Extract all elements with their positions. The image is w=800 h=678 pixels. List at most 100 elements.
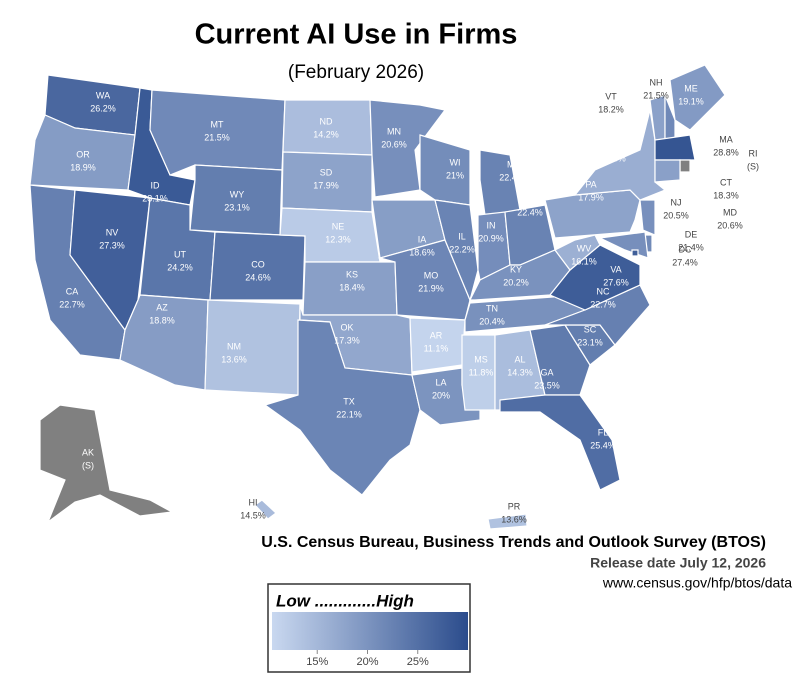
state-abbr: NJ [671,197,682,207]
state-shape [529,324,591,396]
state-abbr: IN [487,220,496,230]
state-abbr: PA [585,179,596,189]
state-value-label: 26.2% [90,103,116,113]
legend-tick-label: 15% [306,656,328,668]
state-shape [499,394,621,491]
state-value-label: 13.6% [501,514,527,524]
state-abbr: DE [685,229,698,239]
state-value-label: 18.4% [339,282,365,292]
state-abbr: MI [507,159,517,169]
state-abbr: VA [610,264,621,274]
state-value-label: 20.9% [478,233,504,243]
state-abbr: ME [684,83,698,93]
state-shape [254,499,277,520]
state-abbr: AR [430,330,443,340]
state-shape [554,234,601,271]
state-value-label: 17.3% [334,335,360,345]
state-value-label: 27.3% [99,240,125,250]
states-layer: WA 26.2% OR 18.9% CA 22.7% NV 27.3% ID 28.1% MT 21.… [29,64,759,530]
state-value-label: 27.6% [603,277,629,287]
state-value-label: 21.5% [204,132,230,142]
state-abbr: TX [343,396,355,406]
state-abbr: RI [749,148,758,158]
state-value-label: 25.4% [590,440,616,450]
state-abbr: KS [346,269,358,279]
legend: Low .............High 15% 20% 25% [267,583,471,673]
state-value-label: 17.9% [313,180,339,190]
state-abbr: CO [251,259,265,269]
state-value-label: 19.1% [678,96,704,106]
state-abbr: WV [577,243,592,253]
state-abbr: MA [719,134,733,144]
state-shape [434,199,479,302]
state-shape [631,249,639,257]
state-value-label: 11.8% [469,367,494,377]
state-value-label: 14.3% [507,367,533,377]
state-value-label: 22.7% [59,299,85,309]
state-value-label: 28.8% [713,147,739,157]
state-abbr: OH [523,194,537,204]
state-value-label: 27.4% [672,257,698,267]
state-shape [263,319,421,496]
state-abbr: LA [435,377,446,387]
state-value-label: 22.4% [499,172,525,182]
state-value-label: 23.1% [577,337,603,347]
state-value-label: 14.2% [313,129,339,139]
state-abbr: OK [340,322,353,332]
source-url: www.census.gov/hfp/btos/data [602,575,792,591]
state-abbr: MD [723,207,737,217]
state-shape [204,299,301,396]
state-abbr: ND [320,116,333,126]
state-value-label: 20.6% [381,139,407,149]
legend-tick-label: 25% [407,656,429,668]
state-abbr: VT [605,91,617,101]
state-abbr: NM [227,341,241,351]
state-value-label: 21% [446,170,464,180]
source-publisher: U.S. Census Bureau, Business Trends and … [261,534,766,551]
state-abbr: NH [650,77,663,87]
state-value-label: 18.9% [70,162,96,172]
state-abbr: CA [66,286,79,296]
state-shape [654,134,696,161]
state-value-label: 22.4% [517,207,543,217]
legend-gradient [272,612,468,650]
state-shape [679,159,691,173]
state-value-label: (S) [82,460,94,470]
state-abbr: DC [679,244,692,254]
state-value-label: 11.1% [424,343,449,353]
state-abbr: ID [151,180,161,190]
state-abbr: FL [598,427,609,437]
legend-title: Low .............High [276,591,414,610]
state-abbr: IL [458,231,466,241]
state-shape [189,164,283,236]
state-value-label: 20.4% [479,316,505,326]
state-value-label: 13.6% [221,354,247,364]
state-shape [669,64,726,131]
state-abbr: SC [584,324,597,334]
state-abbr: OR [76,149,90,159]
subtitle: (February 2026) [288,62,424,83]
state-shape [654,159,681,183]
state-value-label: 22.7% [590,299,616,309]
state-value-label: 18.3% [713,190,739,200]
state-value-label: 20.6% [717,220,743,230]
state-value-label: 23.5% [534,380,560,390]
state-shape [282,99,373,156]
legend-tick-label: 20% [356,656,378,668]
state-shape [639,199,656,236]
state-value-label: 20% [432,390,450,400]
state-abbr: AL [514,354,525,364]
state-abbr: WA [96,90,110,100]
state-value-label: 16.1% [571,256,597,266]
state-value-label: 23.1% [224,202,250,212]
state-abbr: NE [332,221,345,231]
state-value-label: 22.2% [449,244,475,254]
state-shape [487,513,528,530]
state-abbr: WY [230,189,245,199]
state-shape [461,334,496,411]
state-shape [39,404,174,524]
state-abbr: NC [597,286,610,296]
state-value-label: 18.6% [409,247,435,257]
